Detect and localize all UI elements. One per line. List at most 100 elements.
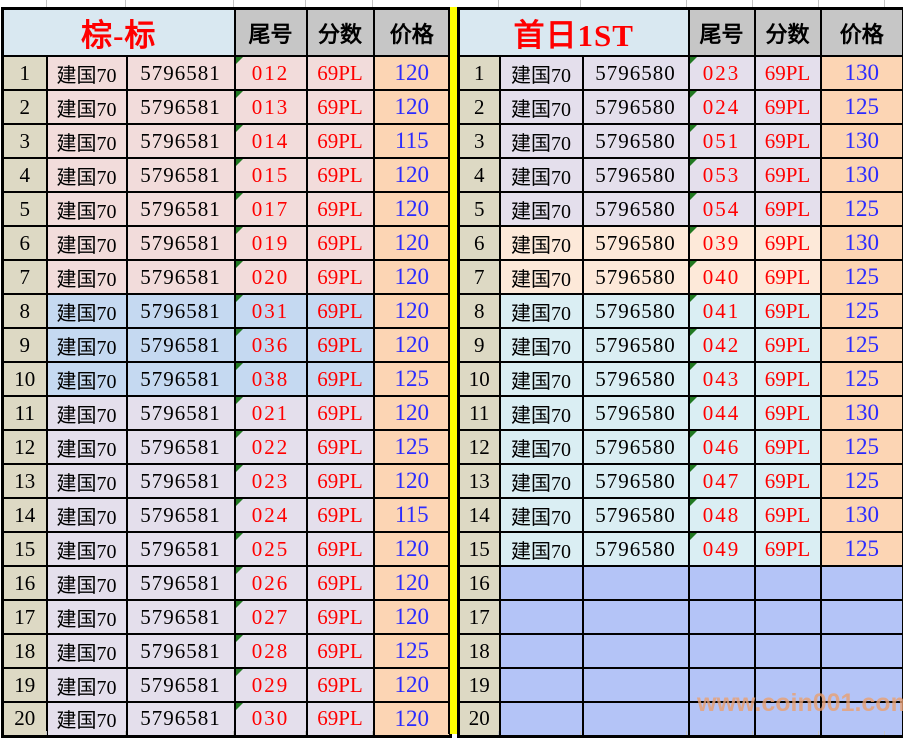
cell-name[interactable]: 建国70 — [47, 634, 127, 668]
cell-score[interactable]: 69PL — [755, 498, 821, 532]
cell-tail[interactable]: 029 — [235, 668, 307, 702]
cell-price[interactable]: 125 — [821, 430, 903, 464]
cell-serial[interactable] — [583, 702, 689, 736]
cell-serial[interactable]: 5796581 — [127, 532, 235, 566]
cell-price[interactable]: 125 — [821, 328, 903, 362]
cell-price[interactable]: 130 — [821, 396, 903, 430]
cell-score[interactable]: 69PL — [307, 328, 374, 362]
cell-tail[interactable] — [689, 634, 755, 668]
cell-num[interactable]: 14 — [3, 498, 47, 532]
cell-price[interactable]: 120 — [374, 668, 451, 702]
cell-serial[interactable]: 5796581 — [127, 90, 235, 124]
cell-price[interactable]: 130 — [821, 158, 903, 192]
cell-serial[interactable]: 5796580 — [583, 396, 689, 430]
cell-name[interactable]: 建国70 — [500, 90, 583, 124]
cell-price[interactable]: 125 — [821, 532, 903, 566]
cell-score[interactable]: 69PL — [755, 362, 821, 396]
cell-score[interactable]: 69PL — [755, 90, 821, 124]
cell-price[interactable]: 130 — [821, 56, 903, 90]
cell-score[interactable]: 69PL — [307, 600, 374, 634]
cell-tail[interactable] — [689, 702, 755, 736]
cell-name[interactable]: 建国70 — [47, 566, 127, 600]
cell-tail[interactable]: 054 — [689, 192, 755, 226]
cell-serial[interactable]: 5796580 — [583, 90, 689, 124]
cell-score[interactable]: 69PL — [755, 532, 821, 566]
cell-price[interactable]: 120 — [374, 294, 451, 328]
cell-serial[interactable]: 5796581 — [127, 192, 235, 226]
cell-score[interactable]: 69PL — [755, 192, 821, 226]
cell-tail[interactable]: 043 — [689, 362, 755, 396]
cell-tail[interactable]: 044 — [689, 396, 755, 430]
cell-score[interactable]: 69PL — [755, 226, 821, 260]
cell-price[interactable]: 120 — [374, 260, 451, 294]
cell-price[interactable]: 120 — [374, 90, 451, 124]
cell-serial[interactable]: 5796581 — [127, 668, 235, 702]
column-header-tail[interactable]: 尾号 — [235, 9, 307, 57]
cell-serial[interactable]: 5796580 — [583, 464, 689, 498]
cell-serial[interactable]: 5796581 — [127, 362, 235, 396]
cell-serial[interactable]: 5796581 — [127, 294, 235, 328]
cell-num[interactable]: 19 — [459, 668, 500, 702]
cell-price[interactable]: 125 — [374, 634, 451, 668]
cell-price[interactable]: 120 — [374, 702, 451, 736]
cell-name[interactable]: 建国70 — [47, 260, 127, 294]
cell-tail[interactable]: 020 — [235, 260, 307, 294]
cell-score[interactable]: 69PL — [755, 430, 821, 464]
cell-tail[interactable]: 023 — [689, 56, 755, 90]
cell-tail[interactable]: 038 — [235, 362, 307, 396]
cell-serial[interactable] — [583, 600, 689, 634]
cell-price[interactable]: 120 — [374, 158, 451, 192]
cell-name[interactable]: 建国70 — [500, 498, 583, 532]
cell-name[interactable]: 建国70 — [47, 328, 127, 362]
cell-score[interactable]: 69PL — [755, 158, 821, 192]
right-table-title[interactable]: 首日1ST — [459, 9, 689, 57]
cell-tail[interactable]: 023 — [235, 464, 307, 498]
cell-score[interactable]: 69PL — [307, 668, 374, 702]
cell-tail[interactable]: 040 — [689, 260, 755, 294]
cell-name[interactable]: 建国70 — [500, 158, 583, 192]
cell-tail[interactable]: 042 — [689, 328, 755, 362]
cell-num[interactable]: 2 — [3, 90, 47, 124]
cell-name[interactable]: 建国70 — [500, 294, 583, 328]
cell-num[interactable]: 7 — [3, 260, 47, 294]
cell-tail[interactable]: 047 — [689, 464, 755, 498]
cell-score[interactable]: 69PL — [755, 396, 821, 430]
cell-serial[interactable]: 5796580 — [583, 192, 689, 226]
cell-name[interactable]: 建国70 — [500, 226, 583, 260]
cell-serial[interactable]: 5796581 — [127, 702, 235, 736]
cell-price[interactable]: 115 — [374, 124, 451, 158]
cell-name[interactable]: 建国70 — [47, 124, 127, 158]
column-header-score[interactable]: 分数 — [755, 9, 821, 57]
cell-name[interactable]: 建国70 — [47, 226, 127, 260]
cell-score[interactable]: 69PL — [307, 260, 374, 294]
cell-tail[interactable]: 026 — [235, 566, 307, 600]
cell-name[interactable] — [500, 634, 583, 668]
cell-score[interactable]: 69PL — [307, 294, 374, 328]
cell-tail[interactable]: 014 — [235, 124, 307, 158]
cell-name[interactable]: 建国70 — [500, 362, 583, 396]
cell-serial[interactable]: 5796581 — [127, 634, 235, 668]
cell-tail[interactable]: 024 — [235, 498, 307, 532]
cell-score[interactable]: 69PL — [755, 464, 821, 498]
cell-serial[interactable]: 5796580 — [583, 260, 689, 294]
cell-price[interactable]: 120 — [374, 396, 451, 430]
cell-score[interactable]: 69PL — [307, 532, 374, 566]
cell-serial[interactable]: 5796580 — [583, 532, 689, 566]
cell-tail[interactable]: 019 — [235, 226, 307, 260]
cell-num[interactable]: 5 — [3, 192, 47, 226]
cell-num[interactable]: 10 — [3, 362, 47, 396]
cell-serial[interactable]: 5796580 — [583, 498, 689, 532]
cell-name[interactable]: 建国70 — [47, 498, 127, 532]
cell-name[interactable]: 建国70 — [47, 362, 127, 396]
cell-serial[interactable]: 5796581 — [127, 566, 235, 600]
cell-serial[interactable]: 5796581 — [127, 260, 235, 294]
cell-num[interactable]: 3 — [3, 124, 47, 158]
cell-name[interactable] — [500, 566, 583, 600]
cell-serial[interactable]: 5796580 — [583, 226, 689, 260]
cell-num[interactable]: 14 — [459, 498, 500, 532]
cell-num[interactable]: 4 — [459, 158, 500, 192]
cell-tail[interactable]: 025 — [235, 532, 307, 566]
cell-name[interactable]: 建国70 — [500, 56, 583, 90]
cell-name[interactable]: 建国70 — [500, 396, 583, 430]
cell-name[interactable]: 建国70 — [500, 260, 583, 294]
